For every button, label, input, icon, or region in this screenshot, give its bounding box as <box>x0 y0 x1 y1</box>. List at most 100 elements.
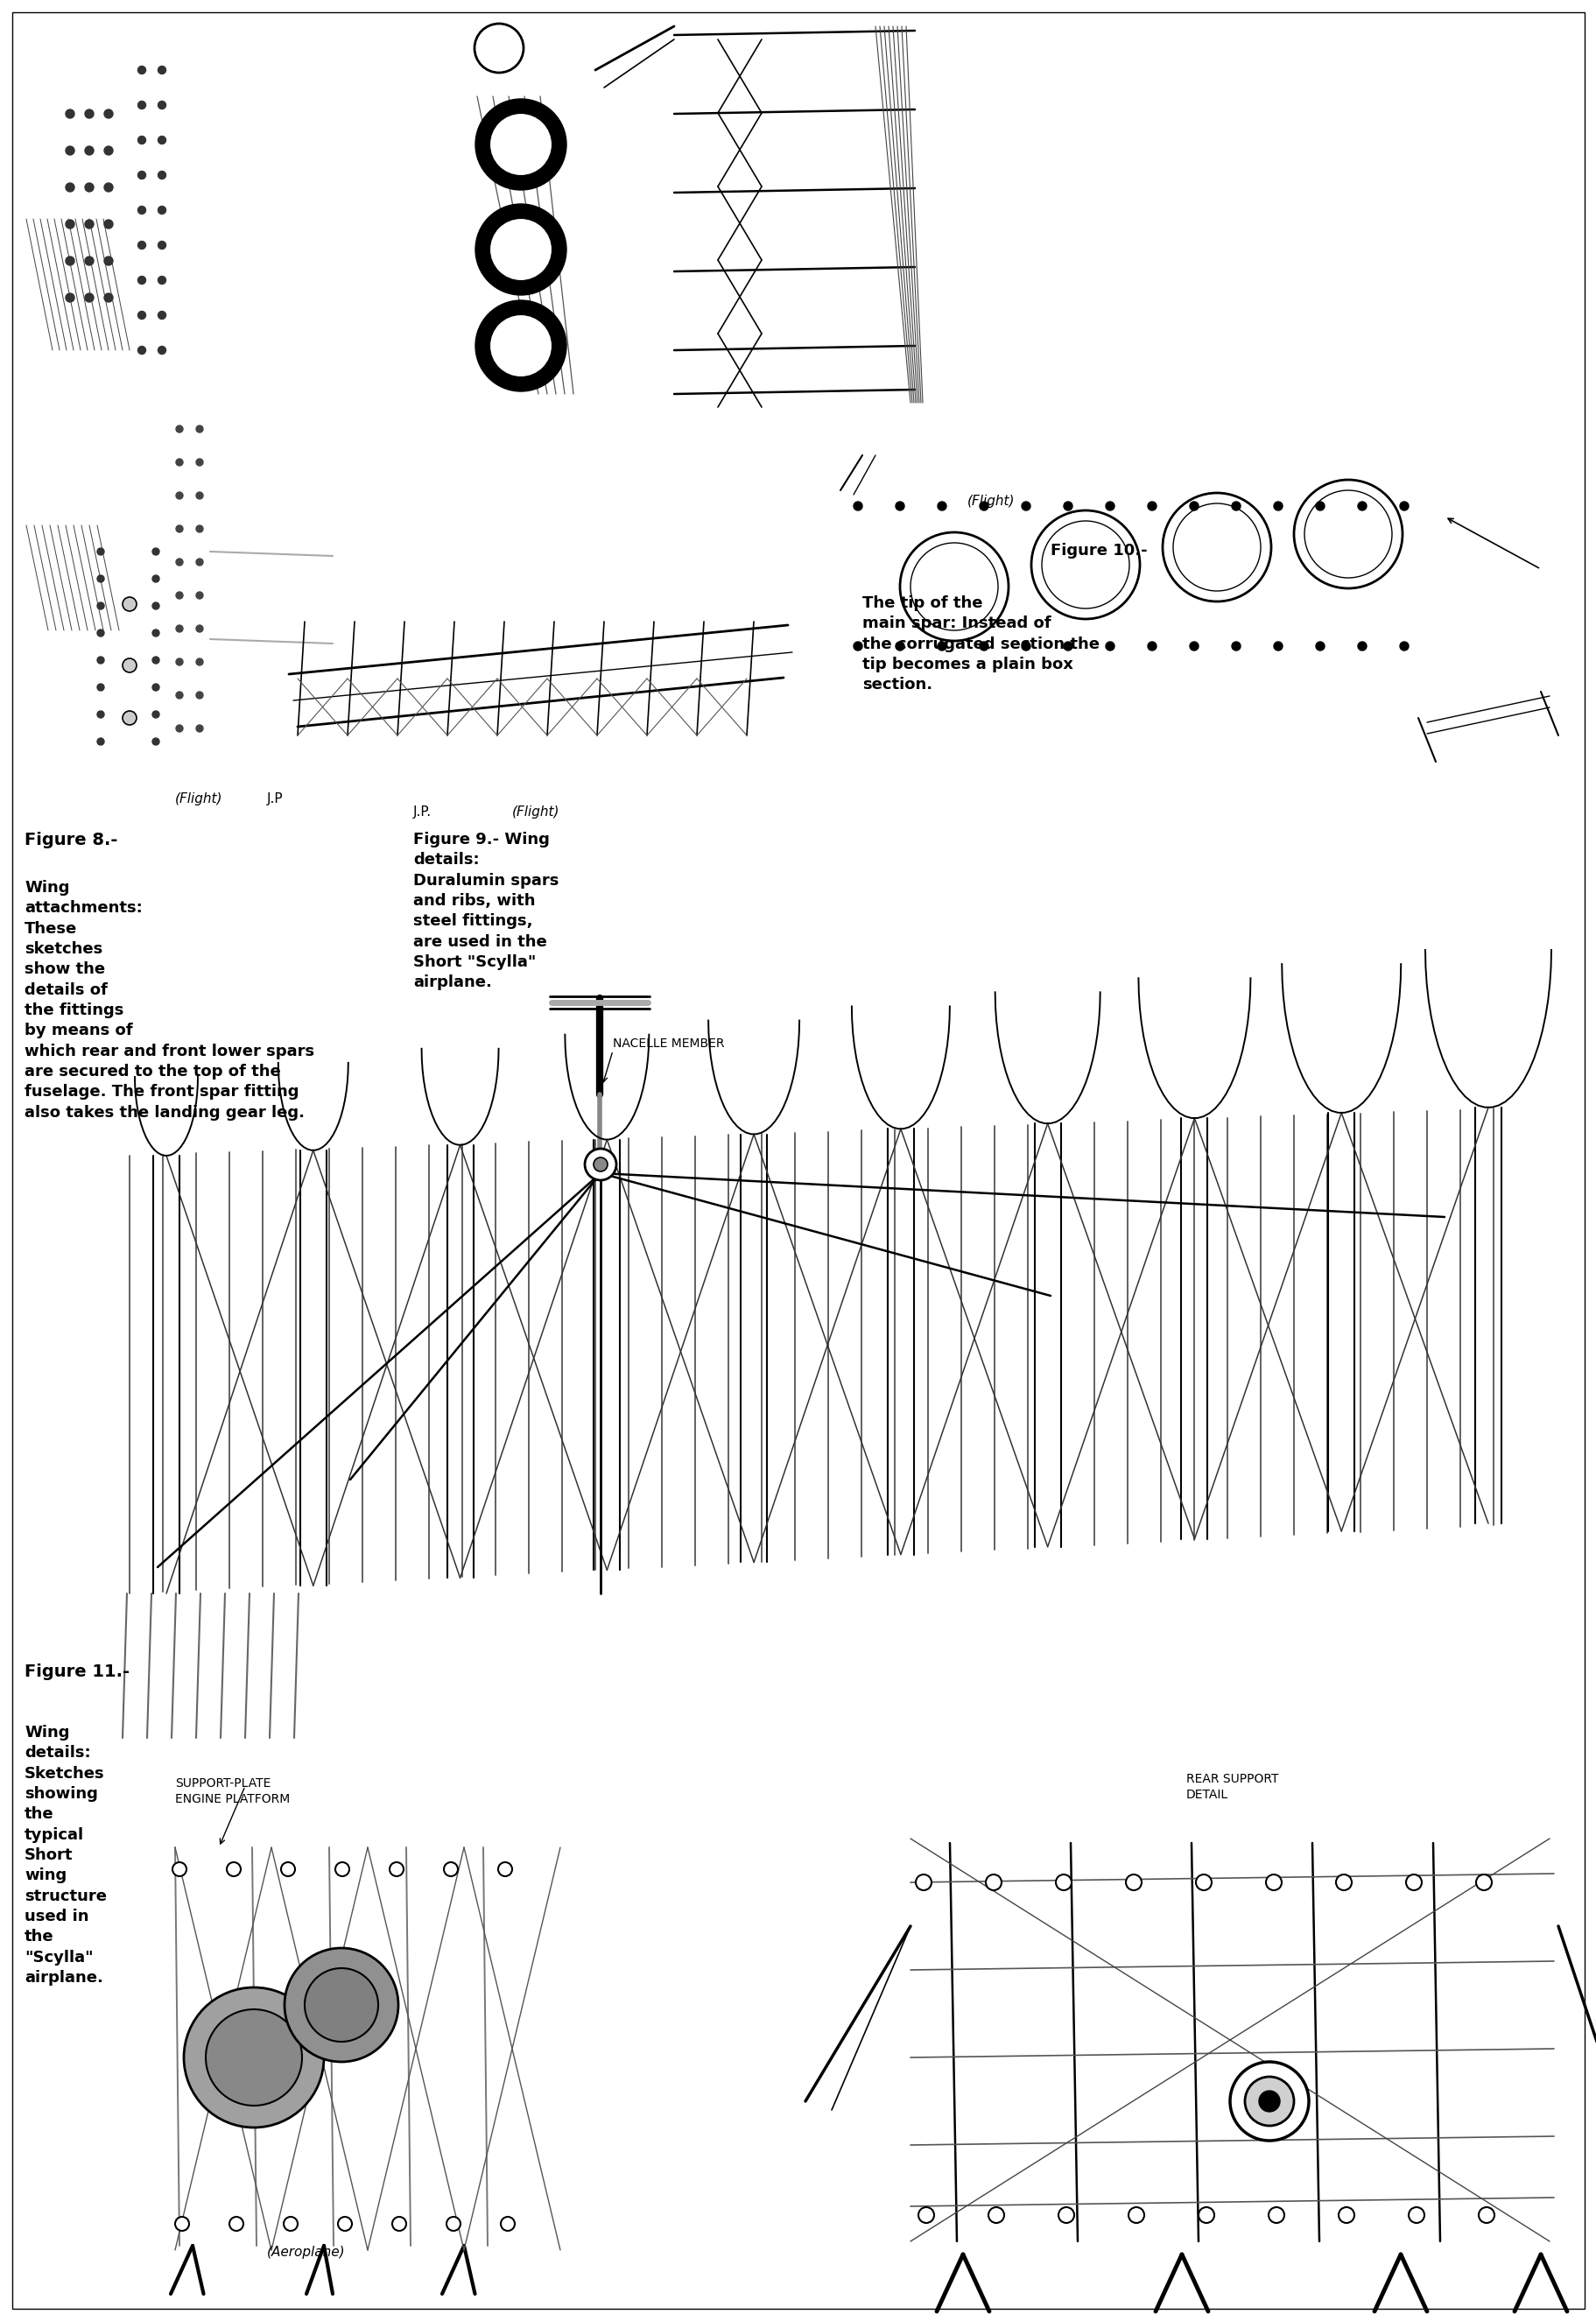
Circle shape <box>1258 2091 1280 2112</box>
Circle shape <box>196 724 203 731</box>
Circle shape <box>176 659 184 666</box>
Circle shape <box>1231 641 1240 650</box>
Polygon shape <box>211 545 332 580</box>
Circle shape <box>176 492 184 499</box>
Polygon shape <box>1417 692 1558 761</box>
Circle shape <box>985 1875 1001 1889</box>
Circle shape <box>172 1861 187 1875</box>
Circle shape <box>176 559 184 566</box>
Circle shape <box>476 299 567 392</box>
Circle shape <box>65 146 75 156</box>
Circle shape <box>230 2217 243 2230</box>
Polygon shape <box>902 1813 1558 2268</box>
Circle shape <box>1400 501 1408 511</box>
Text: The tip of the
main spar: Instead of
the corrugated section the
tip becomes a pl: The tip of the main spar: Instead of the… <box>862 596 1100 692</box>
Circle shape <box>104 258 113 265</box>
Circle shape <box>123 596 137 610</box>
Ellipse shape <box>113 694 147 743</box>
Circle shape <box>196 624 203 631</box>
Circle shape <box>1245 2077 1293 2126</box>
Circle shape <box>152 576 160 583</box>
Ellipse shape <box>113 580 147 629</box>
Ellipse shape <box>113 641 147 689</box>
Circle shape <box>910 543 998 631</box>
Circle shape <box>937 501 946 511</box>
Circle shape <box>393 2217 405 2230</box>
Circle shape <box>158 137 166 144</box>
Circle shape <box>137 346 145 355</box>
Circle shape <box>1125 1875 1141 1889</box>
Polygon shape <box>1412 485 1518 550</box>
Circle shape <box>488 218 552 281</box>
Circle shape <box>1148 501 1156 511</box>
Circle shape <box>444 1861 458 1875</box>
Circle shape <box>196 492 203 499</box>
Circle shape <box>152 710 160 717</box>
Circle shape <box>97 657 104 664</box>
Circle shape <box>85 220 94 227</box>
Polygon shape <box>158 404 228 478</box>
Circle shape <box>1031 511 1140 620</box>
Polygon shape <box>171 411 211 771</box>
Circle shape <box>900 532 1009 641</box>
Text: NACELLE MEMBER: NACELLE MEMBER <box>613 1037 725 1049</box>
Circle shape <box>918 2207 934 2224</box>
Circle shape <box>85 146 94 156</box>
Circle shape <box>176 425 184 432</box>
Circle shape <box>1267 2207 1283 2224</box>
Polygon shape <box>1294 2070 1361 2207</box>
Circle shape <box>1189 501 1199 511</box>
Circle shape <box>137 65 145 74</box>
Circle shape <box>152 548 160 555</box>
Circle shape <box>1357 501 1366 511</box>
Circle shape <box>158 207 166 214</box>
Circle shape <box>1274 501 1282 511</box>
Polygon shape <box>839 490 1487 666</box>
Circle shape <box>978 641 988 650</box>
Polygon shape <box>472 70 595 404</box>
Circle shape <box>85 292 94 302</box>
Circle shape <box>206 2010 302 2105</box>
Circle shape <box>137 311 145 318</box>
Circle shape <box>476 204 567 295</box>
Circle shape <box>498 1861 512 1875</box>
Circle shape <box>338 2217 351 2230</box>
Polygon shape <box>171 232 306 260</box>
Circle shape <box>1055 1875 1071 1889</box>
Circle shape <box>65 220 75 227</box>
Polygon shape <box>48 44 211 350</box>
Circle shape <box>137 276 145 283</box>
Polygon shape <box>136 44 171 385</box>
Circle shape <box>158 241 166 248</box>
Circle shape <box>1162 492 1270 601</box>
Circle shape <box>196 425 203 432</box>
Circle shape <box>227 1861 241 1875</box>
Circle shape <box>978 501 988 511</box>
Polygon shape <box>420 19 472 104</box>
Circle shape <box>1404 1875 1420 1889</box>
Polygon shape <box>211 631 332 668</box>
Circle shape <box>85 183 94 193</box>
Circle shape <box>97 685 104 692</box>
Text: (Aeroplane): (Aeroplane) <box>267 2247 345 2258</box>
Circle shape <box>152 738 160 745</box>
Circle shape <box>158 346 166 355</box>
Text: J.P: J.P <box>267 791 282 805</box>
Text: (Flight): (Flight) <box>512 805 560 819</box>
Circle shape <box>176 724 184 731</box>
Circle shape <box>1400 641 1408 650</box>
Circle shape <box>895 641 903 650</box>
Circle shape <box>1199 2207 1213 2224</box>
Polygon shape <box>171 304 306 332</box>
Circle shape <box>1041 520 1128 608</box>
Circle shape <box>447 2217 460 2230</box>
Circle shape <box>1148 641 1156 650</box>
Circle shape <box>1229 2061 1309 2140</box>
Circle shape <box>104 292 113 302</box>
Circle shape <box>488 114 552 176</box>
Circle shape <box>1408 2207 1424 2224</box>
Circle shape <box>1173 504 1259 592</box>
Polygon shape <box>674 26 718 404</box>
Polygon shape <box>136 88 271 316</box>
Circle shape <box>152 685 160 692</box>
